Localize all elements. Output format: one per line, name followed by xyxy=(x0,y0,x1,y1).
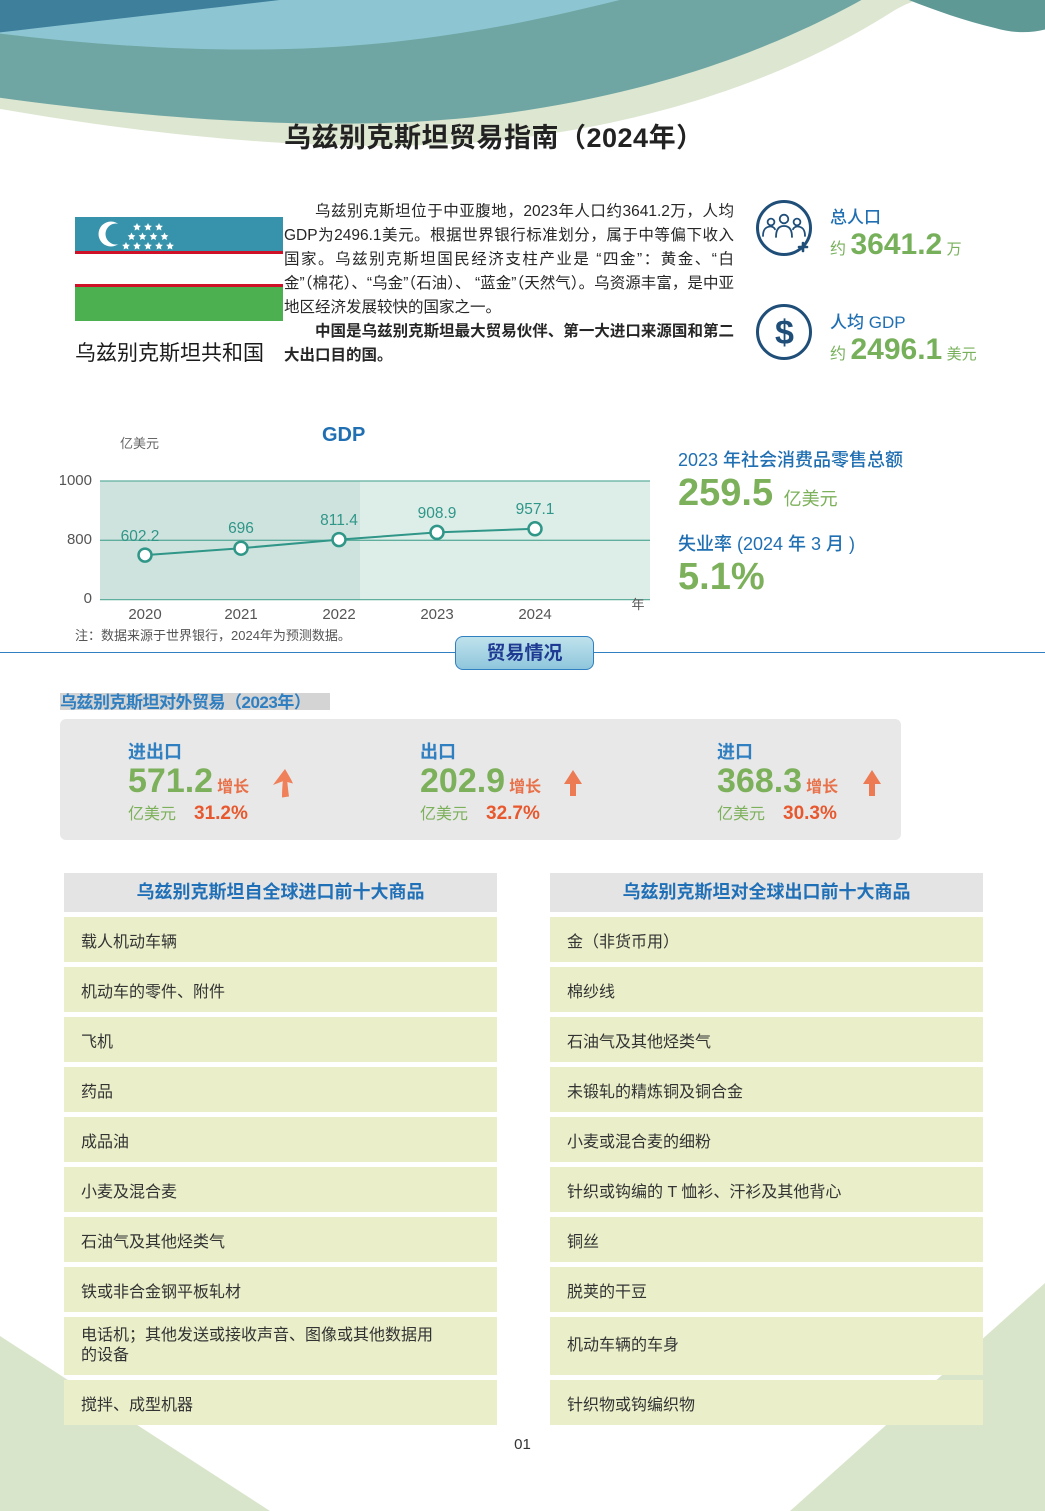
svg-text:2020: 2020 xyxy=(128,606,161,623)
svg-text:800: 800 xyxy=(67,531,92,548)
svg-text:$: $ xyxy=(775,314,794,352)
svg-text:2024: 2024 xyxy=(518,606,551,623)
svg-text:908.9: 908.9 xyxy=(418,505,457,522)
svg-text:年: 年 xyxy=(631,597,644,612)
svg-text:957.1: 957.1 xyxy=(516,501,555,518)
svg-text:1000: 1000 xyxy=(60,472,92,489)
svg-text:696: 696 xyxy=(228,520,254,537)
svg-text:602.2: 602.2 xyxy=(121,528,160,545)
svg-text:0: 0 xyxy=(84,590,92,607)
svg-text:2023: 2023 xyxy=(420,606,453,623)
svg-text:2021: 2021 xyxy=(224,606,257,623)
svg-text:2022: 2022 xyxy=(322,606,355,623)
svg-text:811.4: 811.4 xyxy=(320,512,358,529)
